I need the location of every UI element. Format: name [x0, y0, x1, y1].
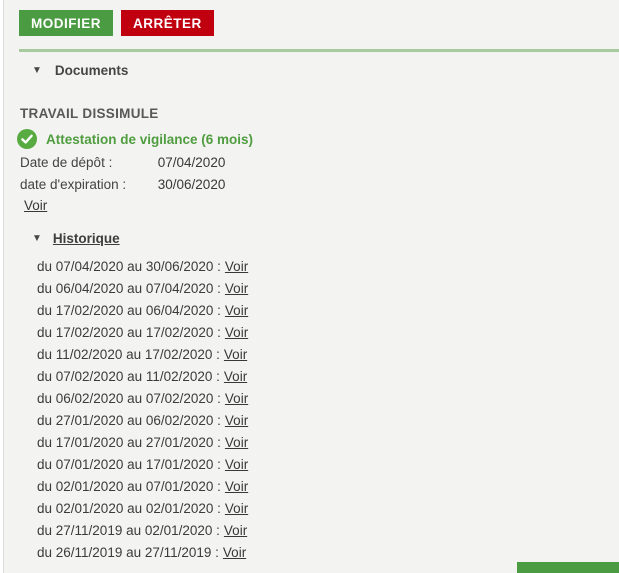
history-row: du 27/01/2020 au 06/02/2020 : Voir	[37, 410, 248, 432]
history-period: du 07/02/2020 au 11/02/2020 :	[37, 369, 220, 384]
history-period: du 26/11/2019 au 27/11/2019 :	[37, 545, 219, 560]
history-view-link[interactable]: Voir	[224, 435, 249, 450]
history-section-header[interactable]: ▼ Historique	[32, 231, 120, 246]
triangle-down-icon: ▼	[32, 64, 42, 76]
section-divider	[19, 49, 619, 52]
history-period: du 27/01/2020 au 06/02/2020 :	[37, 413, 221, 428]
history-period: du 17/01/2020 au 27/01/2020 :	[37, 435, 221, 450]
attestation-status-row: Attestation de vigilance (6 mois)	[17, 129, 253, 149]
modifier-button[interactable]: MODIFIER	[19, 10, 113, 36]
history-view-link[interactable]: Voir	[224, 501, 249, 516]
history-view-link[interactable]: Voir	[224, 281, 249, 296]
history-view-link[interactable]: Voir	[224, 413, 249, 428]
history-row: du 02/01/2020 au 07/01/2020 : Voir	[37, 476, 248, 498]
triangle-down-icon: ▼	[32, 232, 42, 244]
history-period: du 11/02/2020 au 17/02/2020 :	[37, 347, 220, 362]
history-period: du 17/02/2020 au 06/04/2020 :	[37, 303, 221, 318]
attestation-label: Attestation de vigilance (6 mois)	[46, 131, 254, 147]
history-view-link[interactable]: Voir	[223, 347, 248, 362]
history-period: du 07/04/2020 au 30/06/2020 :	[37, 259, 221, 274]
history-view-link[interactable]: Voir	[224, 303, 249, 318]
history-row: du 06/02/2020 au 07/02/2020 : Voir	[37, 388, 248, 410]
history-row: du 07/04/2020 au 30/06/2020 : Voir	[37, 256, 248, 278]
arreter-button[interactable]: ARRÊTER	[121, 10, 214, 36]
history-view-link[interactable]: Voir	[224, 457, 249, 472]
left-gutter	[0, 0, 4, 573]
history-row: du 07/02/2020 au 11/02/2020 : Voir	[37, 366, 248, 388]
history-row: du 06/04/2020 au 07/04/2020 : Voir	[37, 278, 248, 300]
history-period: du 07/01/2020 au 17/01/2020 :	[37, 457, 221, 472]
history-view-link[interactable]: Voir	[224, 479, 249, 494]
history-row: du 17/02/2020 au 17/02/2020 : Voir	[37, 322, 248, 344]
history-view-link[interactable]: Voir	[223, 523, 248, 538]
date-expiration-value: 30/06/2020	[157, 177, 226, 192]
field-row-depot: Date de dépôt : 07/04/2020	[20, 152, 225, 174]
date-expiration-label: date d'expiration :	[20, 177, 127, 192]
history-view-link[interactable]: Voir	[224, 391, 249, 406]
history-row: du 27/11/2019 au 02/01/2020 : Voir	[37, 520, 248, 542]
history-period: du 02/01/2020 au 02/01/2020 :	[37, 501, 221, 516]
action-toolbar: MODIFIER ARRÊTER	[19, 10, 214, 36]
history-row: du 17/01/2020 au 27/01/2020 : Voir	[37, 432, 248, 454]
history-row: du 02/01/2020 au 02/01/2020 : Voir	[37, 498, 248, 520]
history-period: du 27/11/2019 au 02/01/2020 :	[37, 523, 220, 538]
history-period: du 17/02/2020 au 17/02/2020 :	[37, 325, 221, 340]
documents-section-label: Documents	[54, 63, 129, 78]
partial-button-fragment[interactable]	[517, 562, 619, 573]
field-row-expiration: date d'expiration : 30/06/2020	[20, 174, 225, 196]
attestation-view-link[interactable]: Voir	[24, 198, 48, 213]
history-row: du 17/02/2020 au 06/04/2020 : Voir	[37, 300, 248, 322]
history-period: du 02/01/2020 au 07/01/2020 :	[37, 479, 221, 494]
history-row: du 26/11/2019 au 27/11/2019 : Voir	[37, 542, 248, 564]
history-view-link[interactable]: Voir	[224, 259, 249, 274]
page-title: TRAVAIL DISSIMULE	[20, 106, 159, 121]
history-view-link[interactable]: Voir	[223, 369, 248, 384]
documents-section-header[interactable]: ▼ Documents	[32, 63, 128, 78]
history-list: du 07/04/2020 au 30/06/2020 : Voir du 06/…	[37, 256, 248, 564]
history-view-link[interactable]: Voir	[224, 325, 249, 340]
attestation-fields: Date de dépôt : 07/04/2020 date d'expira…	[20, 152, 225, 196]
check-circle-icon	[17, 129, 37, 149]
history-row: du 11/02/2020 au 17/02/2020 : Voir	[37, 344, 248, 366]
date-depot-value: 07/04/2020	[157, 155, 226, 170]
history-view-link[interactable]: Voir	[222, 545, 247, 560]
history-section-label: Historique	[52, 231, 120, 246]
date-depot-label: Date de dépôt :	[20, 155, 113, 170]
attestation-view-wrap: Voir	[24, 197, 47, 215]
history-period: du 06/02/2020 au 07/02/2020 :	[37, 391, 221, 406]
history-period: du 06/04/2020 au 07/04/2020 :	[37, 281, 221, 296]
history-row: du 07/01/2020 au 17/01/2020 : Voir	[37, 454, 248, 476]
